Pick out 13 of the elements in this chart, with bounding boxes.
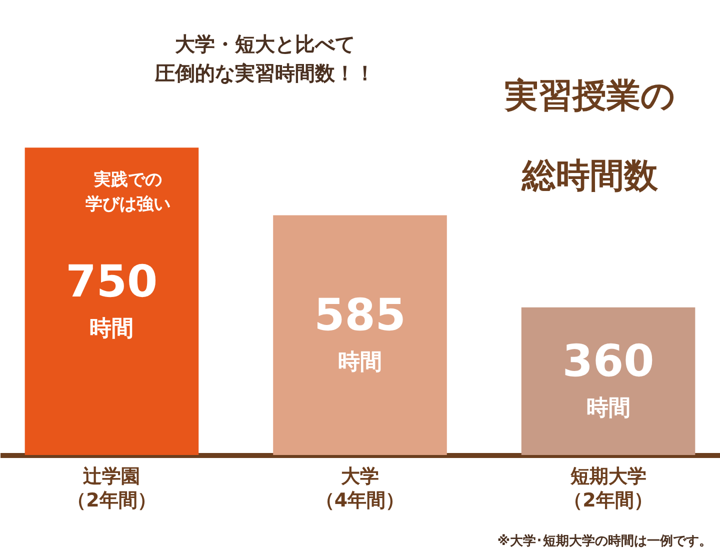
x-tick-label: 大学（4年間） <box>315 466 405 512</box>
annotation: 時間 <box>90 316 134 342</box>
annotation: 実践での学びは強い <box>86 170 170 215</box>
chart-title: 実習授業の総時間数 <box>504 76 676 196</box>
x-tick-label: 短期大学（2年間） <box>564 466 653 512</box>
annotation: 時間 <box>586 396 630 422</box>
annotation: 時間 <box>338 350 382 376</box>
text: ※大学･短期大学の時間は一例です。 <box>497 534 712 549</box>
x-tick-label: 辻学園（2年間） <box>67 466 156 512</box>
text: 大学・短大と比べて圧倒的な実習時間数！！ <box>154 32 375 85</box>
data-label: 585 <box>314 290 406 342</box>
data-label: 360 <box>562 336 654 388</box>
data-label: 750 <box>66 256 158 308</box>
